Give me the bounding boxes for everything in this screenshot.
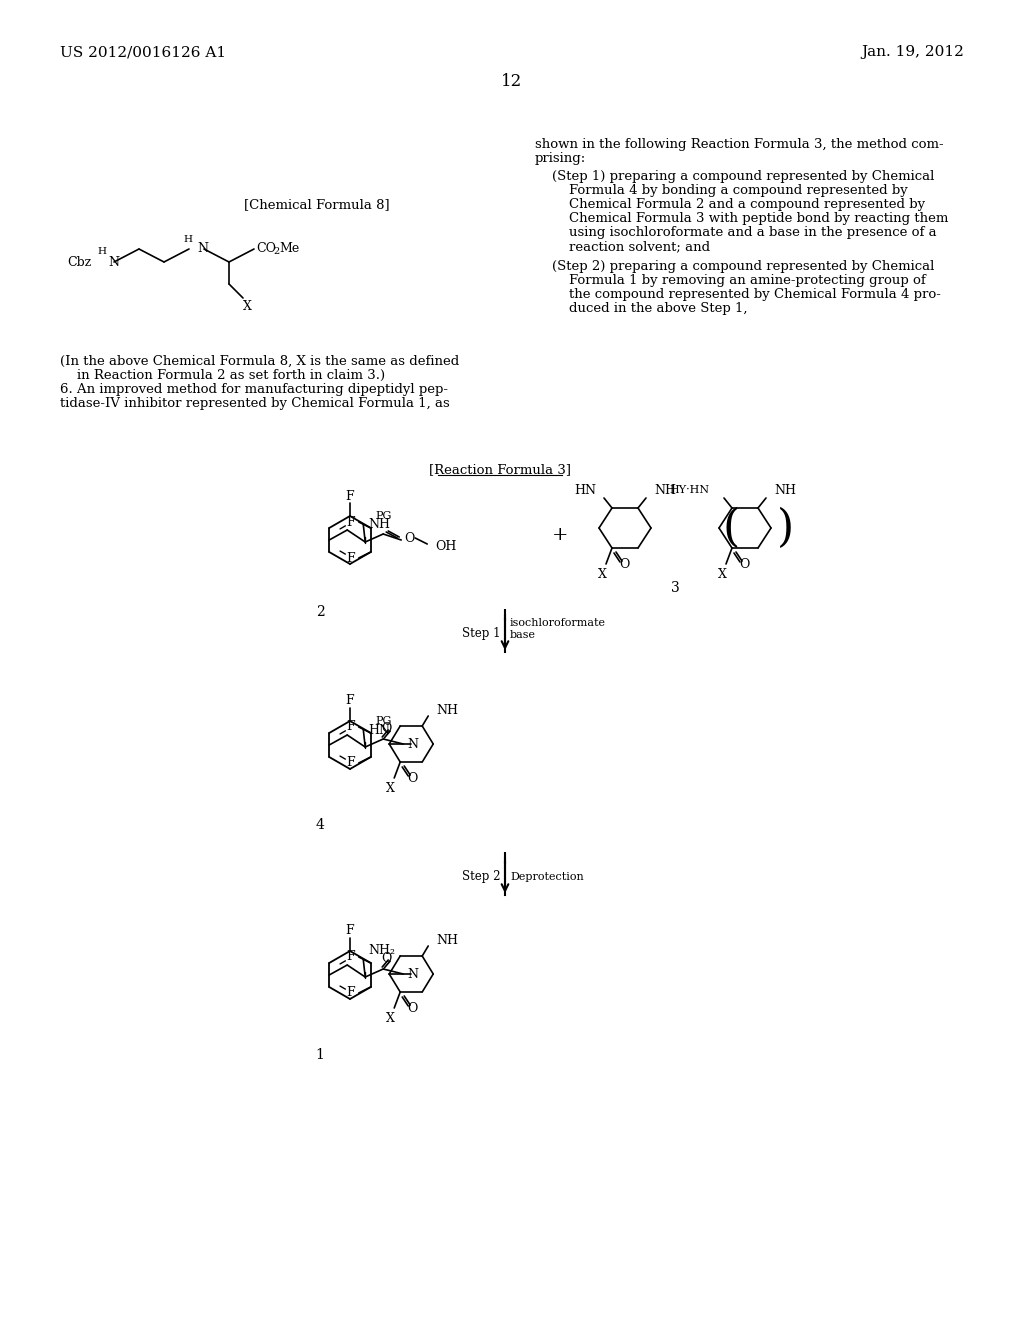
Text: O: O bbox=[404, 532, 415, 544]
Text: NH: NH bbox=[436, 933, 458, 946]
Text: [Chemical Formula 8]: [Chemical Formula 8] bbox=[245, 198, 390, 211]
Text: NH: NH bbox=[774, 483, 796, 496]
Text: F: F bbox=[346, 986, 355, 999]
Text: N: N bbox=[108, 256, 119, 268]
Text: X: X bbox=[243, 300, 252, 313]
Text: Formula 4 by bonding a compound represented by: Formula 4 by bonding a compound represen… bbox=[535, 183, 907, 197]
Text: X: X bbox=[386, 781, 394, 795]
Text: H: H bbox=[97, 248, 106, 256]
Text: PG: PG bbox=[375, 715, 391, 726]
Text: N: N bbox=[408, 968, 418, 981]
Text: F: F bbox=[346, 924, 354, 937]
Text: US 2012/0016126 A1: US 2012/0016126 A1 bbox=[60, 45, 226, 59]
Text: NH₂: NH₂ bbox=[369, 945, 395, 957]
Text: [Reaction Formula 3]: [Reaction Formula 3] bbox=[429, 463, 571, 477]
Text: CO: CO bbox=[256, 243, 276, 256]
Text: N: N bbox=[408, 738, 418, 751]
Text: HN: HN bbox=[369, 723, 390, 737]
Text: PG: PG bbox=[375, 511, 391, 521]
Text: X: X bbox=[386, 1011, 394, 1024]
Text: reaction solvent; and: reaction solvent; and bbox=[535, 240, 710, 253]
Text: Step 2: Step 2 bbox=[462, 870, 500, 883]
Text: NH: NH bbox=[654, 483, 676, 496]
Text: F: F bbox=[346, 950, 355, 964]
Text: O: O bbox=[381, 953, 391, 965]
Text: base: base bbox=[510, 630, 536, 640]
Text: +: + bbox=[552, 525, 568, 544]
Text: HY·HN: HY·HN bbox=[670, 484, 710, 495]
Text: shown in the following Reaction Formula 3, the method com-: shown in the following Reaction Formula … bbox=[535, 139, 944, 150]
Text: NH: NH bbox=[369, 519, 390, 532]
Text: (Step 2) preparing a compound represented by Chemical: (Step 2) preparing a compound represente… bbox=[535, 260, 934, 273]
Text: O: O bbox=[381, 722, 391, 735]
Text: Chemical Formula 2 and a compound represented by: Chemical Formula 2 and a compound repres… bbox=[535, 198, 925, 211]
Text: Cbz: Cbz bbox=[68, 256, 92, 268]
Text: F: F bbox=[346, 756, 355, 770]
Text: Jan. 19, 2012: Jan. 19, 2012 bbox=[861, 45, 964, 59]
Text: (: ( bbox=[722, 507, 739, 549]
Text: 12: 12 bbox=[502, 74, 522, 91]
Text: Formula 1 by removing an amine-protecting group of: Formula 1 by removing an amine-protectin… bbox=[535, 275, 926, 286]
Text: F: F bbox=[346, 516, 355, 528]
Text: O: O bbox=[407, 1002, 418, 1015]
Text: ): ) bbox=[776, 507, 794, 549]
Text: Deprotection: Deprotection bbox=[510, 871, 584, 882]
Text: NH: NH bbox=[436, 704, 458, 717]
Text: N: N bbox=[197, 243, 208, 256]
Text: 4: 4 bbox=[315, 818, 325, 832]
Text: tidase-IV inhibitor represented by Chemical Formula 1, as: tidase-IV inhibitor represented by Chemi… bbox=[60, 397, 450, 411]
Text: isochloroformate: isochloroformate bbox=[510, 618, 606, 628]
Text: 3: 3 bbox=[671, 581, 679, 595]
Text: 2: 2 bbox=[273, 248, 280, 256]
Text: X: X bbox=[598, 568, 606, 581]
Text: 2: 2 bbox=[315, 605, 325, 619]
Text: Me: Me bbox=[279, 243, 299, 256]
Text: HN: HN bbox=[574, 483, 596, 496]
Text: F: F bbox=[346, 694, 354, 708]
Text: Chemical Formula 3 with peptide bond by reacting them: Chemical Formula 3 with peptide bond by … bbox=[535, 213, 948, 224]
Text: (In the above Chemical Formula 8, X is the same as defined: (In the above Chemical Formula 8, X is t… bbox=[60, 355, 459, 368]
Text: 6. An improved method for manufacturing dipeptidyl pep-: 6. An improved method for manufacturing … bbox=[60, 383, 449, 396]
Text: in Reaction Formula 2 as set forth in claim 3.): in Reaction Formula 2 as set forth in cl… bbox=[60, 370, 385, 381]
Text: F: F bbox=[346, 490, 354, 503]
Text: O: O bbox=[407, 771, 418, 784]
Text: F: F bbox=[346, 721, 355, 734]
Text: O: O bbox=[738, 557, 750, 570]
Text: the compound represented by Chemical Formula 4 pro-: the compound represented by Chemical For… bbox=[535, 288, 941, 301]
Text: OH: OH bbox=[435, 540, 457, 553]
Text: H: H bbox=[183, 235, 193, 243]
Text: Step 1: Step 1 bbox=[462, 627, 500, 640]
Text: F: F bbox=[346, 552, 355, 565]
Text: duced in the above Step 1,: duced in the above Step 1, bbox=[535, 302, 748, 315]
Text: prising:: prising: bbox=[535, 152, 587, 165]
Text: X: X bbox=[718, 568, 726, 581]
Text: O: O bbox=[618, 557, 629, 570]
Text: using isochloroformate and a base in the presence of a: using isochloroformate and a base in the… bbox=[535, 226, 937, 239]
Text: (Step 1) preparing a compound represented by Chemical: (Step 1) preparing a compound represente… bbox=[535, 170, 934, 183]
Text: 1: 1 bbox=[315, 1048, 325, 1063]
